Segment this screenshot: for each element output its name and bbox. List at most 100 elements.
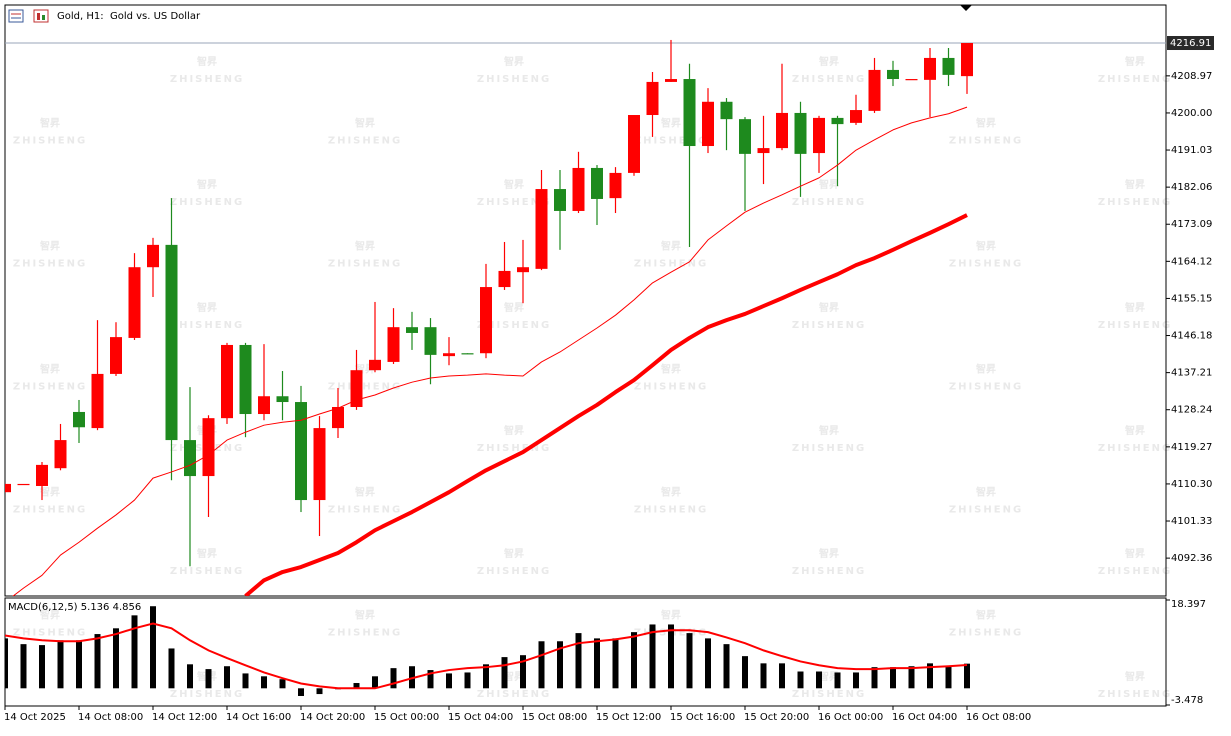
watermark: 智昇 [40,240,60,253]
watermark: ZHISHENG [477,689,551,700]
candle-body [443,353,455,357]
macd-bar [797,671,804,689]
candle-body [868,69,881,111]
macd-bar [908,666,915,689]
macd-bar [853,672,859,689]
watermark: ZHISHENG [1098,566,1172,577]
macd-bar [742,656,748,689]
macd-bar [705,638,711,689]
y-tick-label: 4110.30 [1171,479,1212,490]
watermark: ZHISHENG [477,566,551,577]
watermark: 智昇 [355,117,375,130]
candle-body [5,483,11,493]
watermark: 智昇 [819,547,839,560]
moving-average [244,213,968,596]
watermark: ZHISHENG [328,505,402,516]
macd-bar [224,666,230,689]
watermark: ZHISHENG [1098,74,1172,85]
watermark: 智昇 [504,670,524,683]
x-tick-label: 15 Oct 12:00 [596,712,661,723]
macd-bar [353,683,360,689]
candle-body [165,244,178,441]
candle-body [794,112,807,154]
y-tick-label: 4101.33 [1171,516,1212,527]
candle-body [91,373,104,429]
watermarks: 智昇 ZHISHENG 智昇 ZHISHENG 智昇 ZHISHENG 智昇 ZHISHENG… [13,55,1172,700]
price-box [1167,36,1214,51]
moving-average [12,106,968,596]
y-tick-label: 4200.00 [1171,108,1212,119]
watermark: 智昇 [661,240,681,253]
watermark: 智昇 [819,55,839,68]
watermark: ZHISHENG [328,136,402,147]
watermark: 智昇 [197,547,217,560]
macd-bar [113,628,119,689]
y-tick-label: 4182.06 [1171,182,1212,193]
watermark: ZHISHENG [328,628,402,639]
macd-bar [168,648,175,689]
candle-body [128,267,141,338]
macd-bar [871,667,878,689]
macd-bar [594,638,600,689]
watermark: 智昇 [976,609,996,622]
watermark: 智昇 [355,486,375,499]
watermark: 智昇 [976,240,996,253]
x-tick-label: 15 Oct 08:00 [522,712,587,723]
x-tick-label: 16 Oct 04:00 [892,712,957,723]
watermark: 智昇 [197,55,217,68]
y-tick-label: 4155.15 [1171,293,1212,304]
macd-bar [557,641,563,689]
candle-body [424,327,437,355]
watermark: ZHISHENG [477,443,551,454]
current-bar-marker [960,5,972,11]
watermark: ZHISHENG [634,259,708,270]
watermark: ZHISHENG [1098,443,1172,454]
macd-bar [686,633,693,689]
macd-bar [372,676,378,689]
x-tick-label: 14 Oct 12:00 [152,712,217,723]
y-tick-label: 4173.09 [1171,219,1212,230]
macd-bar [631,632,637,689]
macd-bar [446,673,452,689]
macd-bar [501,657,508,689]
macd-bar [316,688,323,695]
x-tick-label: 14 Oct 2025 [4,712,66,723]
watermark: 智昇 [504,424,524,437]
axes: 4208.97 4200.00 4191.03 4182.06 4173.09 4164.… [4,36,1214,723]
watermark: 智昇 [661,609,681,622]
candle-body [850,110,862,123]
candle-body [887,69,899,80]
x-tick-label: 14 Oct 08:00 [78,712,143,723]
macd-bar [834,672,841,689]
macd-bar [427,670,434,689]
candle-body [369,359,381,371]
macd-bar [945,666,952,689]
main-panel [4,4,1167,597]
candle-body [221,344,233,419]
y-tick-label: 4191.03 [1171,145,1212,156]
macd-value: 5.136 [81,602,110,613]
watermark: 智昇 [819,670,839,683]
candle-body [517,267,529,273]
watermark: ZHISHENG [170,689,244,700]
macd-bar [649,624,656,689]
watermark: ZHISHENG [1098,689,1172,700]
watermark: ZHISHENG [792,566,866,577]
watermark: ZHISHENG [1098,197,1172,208]
watermark: ZHISHENG [792,197,866,208]
candle-body [905,79,918,81]
watermark: ZHISHENG [328,382,402,393]
watermark: 智昇 [197,178,217,191]
watermark: ZHISHENG [792,689,866,700]
signal-value: 4.856 [113,602,142,613]
symbol-icons [8,9,49,23]
candle-body [683,79,696,147]
icon [42,15,45,20]
macd-bar [964,663,970,689]
candle-body [313,428,326,501]
candle-body [406,327,418,333]
watermark: 智昇 [40,609,60,622]
watermark: ZHISHENG [634,505,708,516]
watermark: ZHISHENG [477,74,551,85]
x-tick-label: 14 Oct 16:00 [226,712,291,723]
